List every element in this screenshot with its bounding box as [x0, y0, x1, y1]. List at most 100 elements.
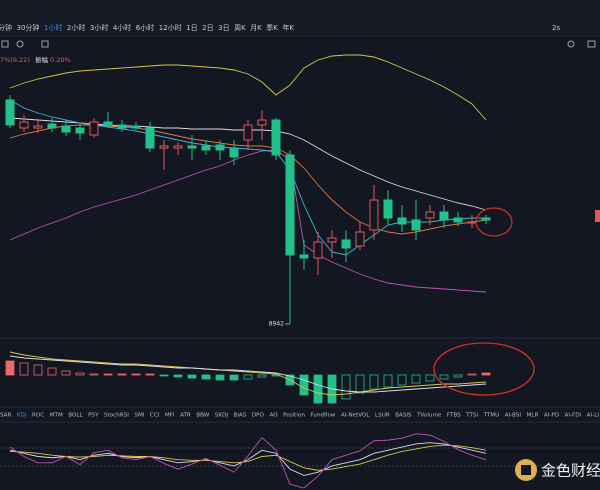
candle-body — [341, 239, 351, 249]
min-label: 8942 — [269, 321, 284, 328]
macd-bar — [313, 374, 323, 404]
indicator-tab[interactable]: ATR — [180, 413, 191, 419]
candle-body — [425, 211, 435, 219]
amplitude: 0.20% — [50, 56, 71, 64]
macd-bar — [299, 374, 309, 396]
macd-bar — [411, 374, 421, 384]
change: 7%(6.22) — [0, 56, 30, 64]
indicator-tab[interactable]: AI-PD — [544, 413, 559, 419]
macd-bar — [453, 374, 463, 378]
candle-body — [187, 145, 197, 149]
macd-bar — [33, 364, 43, 376]
icon — [41, 40, 49, 48]
candle-body — [369, 199, 379, 231]
candle-body — [159, 145, 169, 149]
indicator-tab[interactable]: Fundflow — [310, 413, 335, 419]
indicator-tab[interactable]: AO — [269, 413, 278, 419]
macd-bar — [145, 373, 155, 376]
indicator-tab[interactable]: SMI — [134, 413, 144, 419]
timeframe[interactable]: 3日 — [218, 24, 229, 32]
timeframe[interactable]: 周K — [234, 24, 246, 32]
watermark-logo-inner — [521, 465, 531, 475]
timeframe[interactable]: 季K — [266, 23, 278, 32]
candle-body — [145, 127, 155, 149]
macd-bar — [369, 374, 379, 390]
macd-bar — [117, 373, 127, 376]
candle-body — [327, 237, 337, 243]
indicator-tab[interactable]: BIAS — [234, 413, 247, 419]
indicator-tab[interactable]: MTM — [50, 413, 63, 419]
timeframe[interactable]: 30分钟 — [17, 23, 40, 32]
indicator-tab[interactable]: AI-LI — [587, 413, 600, 419]
candle-body — [355, 231, 365, 247]
indicator-line — [9, 149, 487, 293]
macd-bar — [355, 374, 365, 394]
timeframe[interactable]: 年K — [282, 23, 294, 32]
macd-bar — [481, 372, 491, 376]
price-tag — [595, 210, 600, 222]
macd-bar — [439, 374, 449, 380]
indicator-tab[interactable]: TTMU — [483, 413, 500, 419]
icon — [587, 40, 596, 48]
indicator-line — [9, 54, 487, 121]
indicator-tab[interactable]: AI-NetVOL — [341, 413, 370, 419]
indicator-tab[interactable]: MLR — [527, 413, 539, 419]
indicator-tab[interactable]: MFI — [165, 413, 175, 419]
candle-body — [75, 127, 85, 134]
toolbar — [0, 0, 600, 36]
indicator-tab[interactable]: LSUR — [375, 413, 390, 419]
candle-body — [313, 241, 323, 259]
candle-body — [299, 254, 309, 259]
macd-bar — [187, 374, 197, 379]
indicator-tab[interactable]: DPO — [252, 413, 265, 419]
timeframe[interactable]: 4小时 — [113, 23, 131, 32]
indicator-tab[interactable]: FTBS — [447, 413, 461, 419]
candle-body — [5, 99, 15, 126]
candle-body — [201, 145, 211, 151]
indicator-tab[interactable]: KDJ — [17, 413, 27, 419]
macd-bar — [341, 374, 351, 400]
indicator-tab[interactable]: BBW — [196, 413, 209, 419]
candle-body — [117, 124, 127, 129]
candle-body — [229, 147, 239, 158]
timeframe[interactable]: 1小时 — [44, 23, 62, 32]
indicator-tab[interactable]: TVolume — [416, 413, 442, 419]
indicator-tab[interactable]: CCI — [150, 413, 160, 419]
indicator-tab[interactable]: PSY — [88, 413, 99, 419]
icon — [1, 40, 9, 48]
candle-body — [61, 125, 71, 133]
timeframe[interactable]: 6小时 — [136, 23, 154, 32]
macd-bar — [61, 370, 71, 376]
indicator-line — [9, 433, 487, 489]
indicator-tab[interactable]: TTSI — [465, 413, 478, 419]
macd-bar — [257, 374, 267, 378]
indicator-tab[interactable]: SKDJ — [215, 413, 229, 419]
indicator-tab[interactable]: SAR — [0, 413, 11, 419]
highlight-circle — [475, 207, 513, 237]
timeframe[interactable]: 月K — [250, 24, 262, 32]
candle-body — [131, 125, 141, 129]
indicator-tab[interactable]: Position — [283, 413, 305, 419]
indicator-tab[interactable]: StochRSI — [104, 413, 129, 419]
indicator-tab[interactable]: AI-FDI — [565, 413, 582, 419]
macd-bar — [173, 374, 183, 378]
indicator-tab[interactable]: ROC — [32, 413, 44, 419]
timeframe[interactable]: 3小时 — [90, 23, 108, 32]
timeframe[interactable]: 2日 — [202, 24, 213, 32]
macd-bar — [5, 360, 15, 376]
timeframe[interactable]: 2小时 — [67, 23, 85, 32]
timeframe[interactable]: 1日 — [186, 24, 197, 32]
indicator-tab[interactable]: AI-BSI — [505, 413, 522, 419]
icon — [567, 40, 575, 48]
macd-bar — [425, 374, 435, 382]
candle-body — [411, 219, 421, 231]
indicator-tab[interactable]: BOLL — [68, 413, 83, 419]
timeframe[interactable]: 分钟 — [0, 23, 12, 32]
indicator-line — [9, 355, 487, 393]
candle-body — [481, 217, 491, 221]
candle-body — [397, 217, 407, 225]
timeframe[interactable]: 12小时 — [159, 23, 182, 32]
indicator-tab[interactable]: BASIS — [395, 413, 412, 419]
indicator-info: 7%(6.22) 振幅 0.20% — [0, 55, 71, 64]
